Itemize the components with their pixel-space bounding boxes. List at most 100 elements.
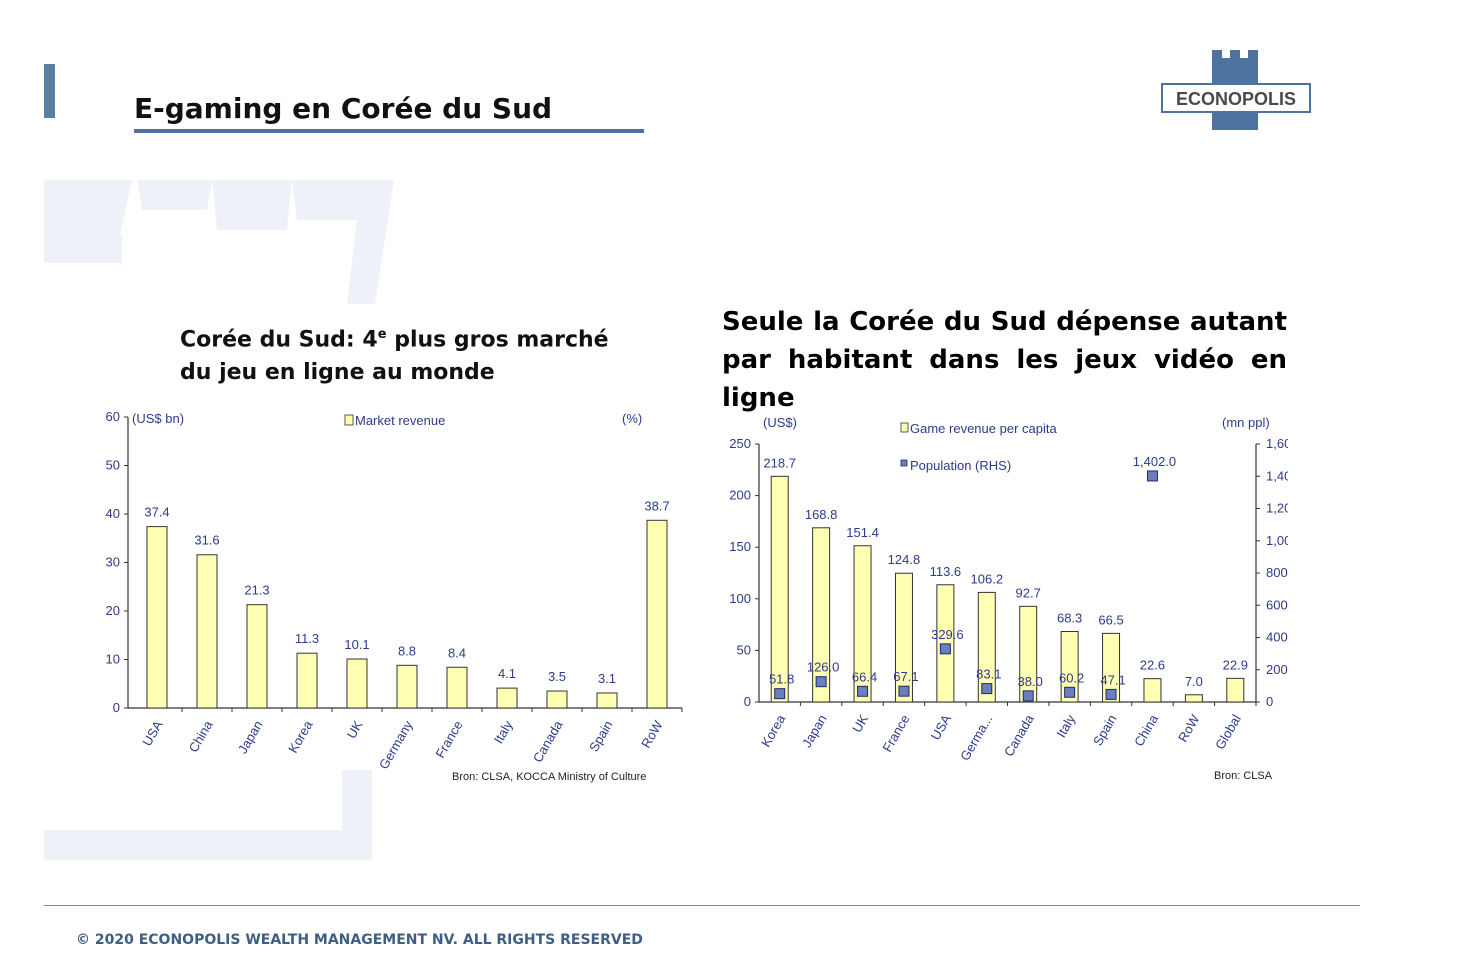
population-value-label: 47.1: [1100, 672, 1125, 687]
y-tick-label: 0: [113, 700, 120, 715]
bar: [977, 591, 996, 703]
population-marker: [1022, 690, 1034, 702]
bar: [894, 572, 913, 703]
decorative-background-shape: [44, 180, 394, 860]
right-subtitle-line-2: par habitant dans les jeux vidéo en lign…: [722, 345, 1287, 413]
population-marker: [1105, 688, 1117, 700]
bar-value-label: 22.6: [1140, 658, 1165, 673]
bar: [1143, 678, 1162, 703]
legend-swatch-population: [900, 459, 908, 467]
population-marker: [898, 685, 910, 697]
bar-value-label: 31.6: [194, 533, 219, 548]
x-category-label: Germa...: [957, 712, 995, 763]
x-category-label: Japan: [799, 712, 830, 750]
bar: [596, 692, 618, 709]
right-tick-label: 0: [1266, 694, 1273, 709]
x-category-label: Canada: [1001, 711, 1037, 759]
legend-label: Market revenue: [355, 413, 445, 428]
bar: [346, 658, 368, 709]
logo-text: ECONOPOLIS: [1176, 89, 1296, 109]
x-category-label: Spain: [586, 718, 616, 754]
legend-label-population: Population (RHS): [910, 458, 1011, 473]
left-chart-source: Bron: CLSA, KOCCA Ministry of Culture: [452, 771, 647, 783]
bar: [1184, 694, 1203, 703]
bar-value-label: 8.4: [448, 645, 466, 660]
y-tick-label: 20: [106, 603, 120, 618]
left-chart-subtitle: Corée du Sud: 4e plus gros marché du jeu…: [180, 327, 609, 386]
x-category-label: Japan: [235, 718, 266, 756]
econopolis-logo: ECONOPOLIS: [1161, 50, 1311, 130]
x-category-label: Korea: [758, 711, 789, 749]
left-axis-unit: (US$): [763, 415, 797, 430]
population-marker: [1146, 470, 1158, 482]
right-tick-label: 1,000: [1266, 533, 1288, 548]
right-axis-unit: (mn ppl): [1222, 415, 1270, 430]
bar-value-label: 66.5: [1098, 612, 1123, 627]
population-value-label: 67.1: [893, 669, 918, 684]
bar-value-label: 21.3: [244, 583, 269, 598]
bar: [296, 652, 318, 709]
population-marker: [857, 685, 869, 697]
bar: [546, 690, 568, 709]
bar-value-label: 3.1: [598, 671, 616, 686]
bar-value-label: 68.3: [1057, 611, 1082, 626]
x-category-label: Spain: [1090, 712, 1120, 748]
population-value-label: 51.8: [769, 672, 794, 687]
population-marker: [939, 643, 951, 655]
y-tick-label: 50: [106, 458, 120, 473]
bar-value-label: 7.0: [1185, 674, 1203, 689]
y-axis-unit-right: (%): [622, 411, 642, 426]
bar-value-label: 4.1: [498, 666, 516, 681]
population-marker: [774, 688, 786, 700]
bar-value-label: 11.3: [295, 631, 319, 646]
bar-value-label: 92.7: [1016, 585, 1041, 600]
x-category-label: USA: [139, 718, 166, 749]
bar: [146, 526, 168, 709]
bar-value-label: 168.8: [805, 507, 838, 522]
bar: [646, 519, 668, 709]
title-underline: [134, 129, 644, 133]
bar: [1102, 632, 1121, 703]
x-category-label: UK: [849, 712, 871, 735]
x-category-label: China: [186, 717, 216, 755]
bar-value-label: 3.5: [548, 669, 566, 684]
population-marker: [1064, 686, 1076, 698]
population-marker: [815, 676, 827, 688]
bar-value-label: 22.9: [1223, 657, 1248, 672]
bar-value-label: 10.1: [344, 637, 369, 652]
bar: [1019, 605, 1038, 703]
page-title: E-gaming en Corée du Sud: [134, 92, 553, 125]
left-tick-label: 100: [729, 591, 751, 606]
footer-copyright: © 2020 ECONOPOLIS WEALTH MANAGEMENT NV. …: [76, 932, 643, 948]
bar: [496, 687, 518, 709]
x-category-label: Global: [1212, 712, 1244, 752]
right-tick-label: 1,600: [1266, 436, 1288, 451]
x-category-label: France: [432, 718, 465, 761]
bar-value-label: 113.6: [930, 564, 962, 579]
right-chart-source: Bron: CLSA: [1214, 770, 1273, 782]
right-tick-label: 1,400: [1266, 468, 1288, 483]
population-value-label: 1,402.0: [1133, 454, 1176, 469]
left-tick-label: 150: [729, 539, 751, 554]
right-tick-label: 600: [1266, 597, 1288, 612]
bar: [1226, 677, 1245, 703]
population-value-label: 60.2: [1059, 670, 1084, 685]
market-revenue-chart: 0 10 20 30 40 50 60 (US$ bn) (%) Market revenue 37…: [106, 409, 683, 770]
bar: [1060, 631, 1079, 703]
bar-value-label: 38.7: [644, 498, 669, 513]
legend-label-revenue: Game revenue per capita: [910, 421, 1057, 436]
footer-divider: [44, 905, 1360, 906]
population-marker: [981, 683, 993, 695]
bar: [770, 475, 789, 703]
legend-swatch-revenue: [900, 422, 909, 433]
population-value-label: 66.4: [852, 669, 877, 684]
left-tick-label: 0: [744, 694, 751, 709]
x-category-label: RoW: [1175, 711, 1203, 744]
right-tick-label: 200: [1266, 662, 1288, 677]
right-subtitle-line-1: Seule la Corée du Sud dépense autant: [722, 307, 1287, 337]
x-category-label: Korea: [285, 717, 316, 755]
bar: [853, 545, 872, 703]
right-tick-label: 400: [1266, 630, 1288, 645]
bar: [812, 527, 831, 703]
x-category-label: Germany: [376, 718, 416, 770]
